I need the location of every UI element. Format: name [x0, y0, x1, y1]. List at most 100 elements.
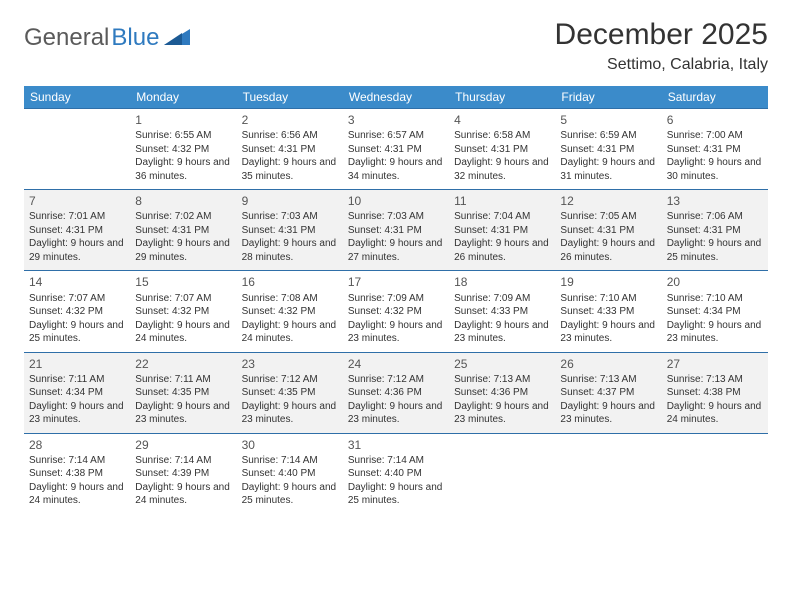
- day-number: 4: [454, 112, 550, 128]
- sunrise-line: Sunrise: 7:14 AM: [29, 454, 125, 468]
- sunset-line: Sunset: 4:33 PM: [454, 305, 550, 319]
- sunrise-line: Sunrise: 7:13 AM: [667, 373, 763, 387]
- day-number: 26: [560, 356, 656, 372]
- calendar-day-cell: 19Sunrise: 7:10 AMSunset: 4:33 PMDayligh…: [555, 271, 661, 352]
- calendar-day-cell: 16 Sunrise: 7:08 AMSunset: 4:32 PMDayligh…: [237, 271, 343, 352]
- calendar-day-cell: 29Sunrise: 7:14 AMSunset: 4:39 PMDayligh…: [130, 433, 236, 514]
- title-block: December 2025 Settimo, Calabria, Italy: [555, 18, 768, 74]
- sunset-line: Sunset: 4:31 PM: [667, 143, 763, 157]
- sunset-line: Sunset: 4:32 PM: [29, 305, 125, 319]
- calendar-header-row: SundayMondayTuesdayWednesdayThursdayFrid…: [24, 86, 768, 109]
- sunset-line: Sunset: 4:31 PM: [348, 143, 444, 157]
- sunrise-line: Sunrise: 7:14 AM: [348, 454, 444, 468]
- sunrise-line: Sunrise: 7:14 AM: [242, 454, 338, 468]
- sunset-line: Sunset: 4:36 PM: [348, 386, 444, 400]
- daylight-line: Daylight: 9 hours and 24 minutes.: [242, 319, 338, 346]
- sunset-line: Sunset: 4:33 PM: [560, 305, 656, 319]
- day-number: 13: [667, 193, 763, 209]
- calendar-day-cell: 6Sunrise: 7:00 AMSunset: 4:31 PMDaylight…: [662, 109, 768, 190]
- logo-text-2: Blue: [111, 24, 159, 52]
- day-number: 10: [348, 193, 444, 209]
- sunrise-line: Sunrise: 6:56 AM: [242, 129, 338, 143]
- sunrise-line: Sunrise: 7:09 AM: [454, 292, 550, 306]
- daylight-line: Daylight: 9 hours and 26 minutes.: [560, 237, 656, 264]
- sunset-line: Sunset: 4:32 PM: [348, 305, 444, 319]
- daylight-line: Daylight: 9 hours and 23 minutes.: [135, 400, 231, 427]
- sunrise-line: Sunrise: 7:07 AM: [135, 292, 231, 306]
- daylight-line: Daylight: 9 hours and 23 minutes.: [454, 319, 550, 346]
- weekday-header: Thursday: [449, 86, 555, 109]
- day-number: 24: [348, 356, 444, 372]
- calendar-day-cell: 17Sunrise: 7:09 AMSunset: 4:32 PMDayligh…: [343, 271, 449, 352]
- sunrise-line: Sunrise: 7:03 AM: [242, 210, 338, 224]
- calendar-day-cell: 14Sunrise: 7:07 AMSunset: 4:32 PMDayligh…: [24, 271, 130, 352]
- calendar-week-row: 7Sunrise: 7:01 AMSunset: 4:31 PMDaylight…: [24, 190, 768, 271]
- daylight-line: Daylight: 9 hours and 23 minutes.: [242, 400, 338, 427]
- daylight-line: Daylight: 9 hours and 36 minutes.: [135, 156, 231, 183]
- day-number: 15: [135, 274, 231, 290]
- sunrise-line: Sunrise: 7:04 AM: [454, 210, 550, 224]
- sunrise-line: Sunrise: 7:02 AM: [135, 210, 231, 224]
- sunset-line: Sunset: 4:31 PM: [560, 224, 656, 238]
- sunset-line: Sunset: 4:39 PM: [135, 467, 231, 481]
- sunset-line: Sunset: 4:37 PM: [560, 386, 656, 400]
- calendar-day-cell: 13Sunrise: 7:06 AMSunset: 4:31 PMDayligh…: [662, 190, 768, 271]
- day-number: 14: [29, 274, 125, 290]
- day-number: 2: [242, 112, 338, 128]
- day-number: 22: [135, 356, 231, 372]
- sunset-line: Sunset: 4:31 PM: [560, 143, 656, 157]
- sunrise-line: Sunrise: 6:57 AM: [348, 129, 444, 143]
- weekday-header: Sunday: [24, 86, 130, 109]
- calendar-day-cell: 12Sunrise: 7:05 AMSunset: 4:31 PMDayligh…: [555, 190, 661, 271]
- calendar-week-row: 1Sunrise: 6:55 AMSunset: 4:32 PMDaylight…: [24, 109, 768, 190]
- weekday-header: Saturday: [662, 86, 768, 109]
- sunrise-line: Sunrise: 7:13 AM: [454, 373, 550, 387]
- calendar-week-row: 28Sunrise: 7:14 AMSunset: 4:38 PMDayligh…: [24, 433, 768, 514]
- sunset-line: Sunset: 4:31 PM: [348, 224, 444, 238]
- day-number: 23: [242, 356, 338, 372]
- daylight-line: Daylight: 9 hours and 23 minutes.: [348, 400, 444, 427]
- sunrise-line: Sunrise: 7:10 AM: [560, 292, 656, 306]
- daylight-line: Daylight: 9 hours and 34 minutes.: [348, 156, 444, 183]
- sunset-line: Sunset: 4:32 PM: [135, 305, 231, 319]
- day-number: 21: [29, 356, 125, 372]
- calendar-body: 1Sunrise: 6:55 AMSunset: 4:32 PMDaylight…: [24, 109, 768, 514]
- day-number: 8: [135, 193, 231, 209]
- sunset-line: Sunset: 4:31 PM: [454, 224, 550, 238]
- calendar-day-cell: 8Sunrise: 7:02 AMSunset: 4:31 PMDaylight…: [130, 190, 236, 271]
- daylight-line: Daylight: 9 hours and 24 minutes.: [135, 481, 231, 508]
- day-number: 6: [667, 112, 763, 128]
- daylight-line: Daylight: 9 hours and 23 minutes.: [667, 319, 763, 346]
- sunrise-line: Sunrise: 7:03 AM: [348, 210, 444, 224]
- day-number: 3: [348, 112, 444, 128]
- sunrise-line: Sunrise: 7:01 AM: [29, 210, 125, 224]
- calendar-day-cell: 2Sunrise: 6:56 AMSunset: 4:31 PMDaylight…: [237, 109, 343, 190]
- daylight-line: Daylight: 9 hours and 29 minutes.: [135, 237, 231, 264]
- weekday-header: Tuesday: [237, 86, 343, 109]
- sunset-line: Sunset: 4:38 PM: [667, 386, 763, 400]
- sunrise-line: Sunrise: 7:11 AM: [29, 373, 125, 387]
- daylight-line: Daylight: 9 hours and 24 minutes.: [667, 400, 763, 427]
- daylight-line: Daylight: 9 hours and 24 minutes.: [29, 481, 125, 508]
- day-number: 28: [29, 437, 125, 453]
- calendar-empty-cell: [24, 109, 130, 190]
- day-number: 5: [560, 112, 656, 128]
- calendar-empty-cell: [662, 433, 768, 514]
- daylight-line: Daylight: 9 hours and 24 minutes.: [135, 319, 231, 346]
- sunrise-line: Sunrise: 6:59 AM: [560, 129, 656, 143]
- sunrise-line: Sunrise: 7:12 AM: [348, 373, 444, 387]
- daylight-line: Daylight: 9 hours and 23 minutes.: [454, 400, 550, 427]
- sunrise-line: Sunrise: 6:55 AM: [135, 129, 231, 143]
- day-number: 16: [242, 274, 338, 290]
- sunset-line: Sunset: 4:40 PM: [242, 467, 338, 481]
- calendar-table: SundayMondayTuesdayWednesdayThursdayFrid…: [24, 86, 768, 514]
- calendar-day-cell: 31Sunrise: 7:14 AMSunset: 4:40 PMDayligh…: [343, 433, 449, 514]
- daylight-line: Daylight: 9 hours and 25 minutes.: [29, 319, 125, 346]
- weekday-header: Friday: [555, 86, 661, 109]
- daylight-line: Daylight: 9 hours and 35 minutes.: [242, 156, 338, 183]
- brand-logo: GeneralBlue: [24, 18, 190, 52]
- sunrise-line: Sunrise: 7:08 AM: [242, 292, 338, 306]
- sunset-line: Sunset: 4:32 PM: [242, 305, 338, 319]
- calendar-day-cell: 23Sunrise: 7:12 AMSunset: 4:35 PMDayligh…: [237, 352, 343, 433]
- calendar-day-cell: 24Sunrise: 7:12 AMSunset: 4:36 PMDayligh…: [343, 352, 449, 433]
